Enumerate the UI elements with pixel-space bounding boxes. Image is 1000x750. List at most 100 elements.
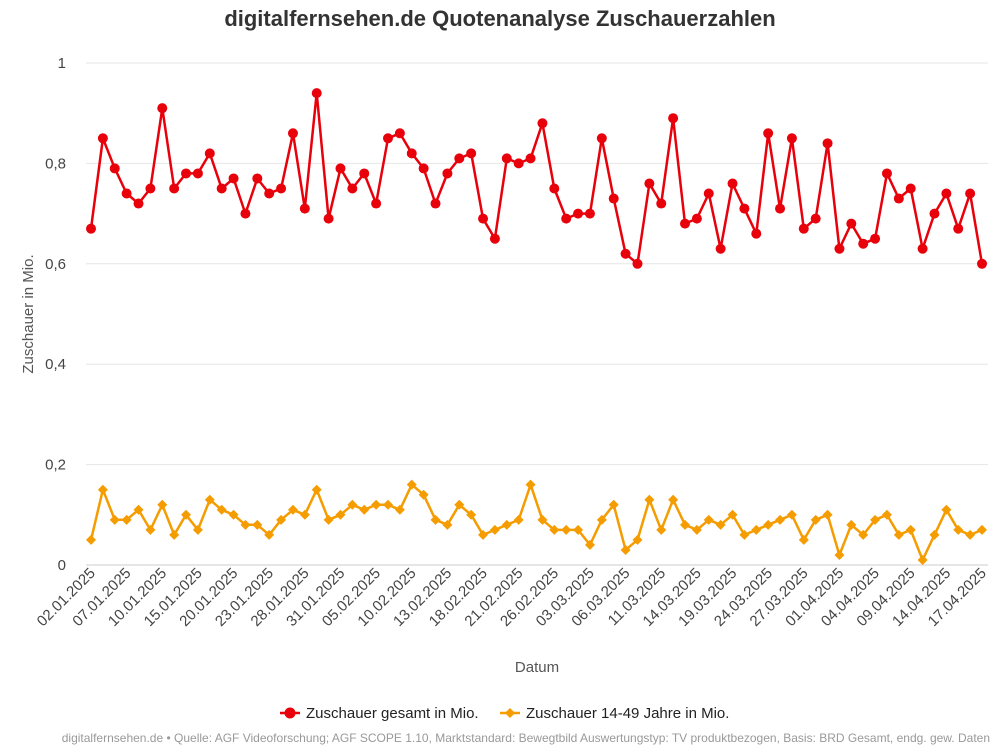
data-point (466, 148, 477, 159)
data-point (525, 153, 536, 164)
data-point (549, 183, 560, 194)
data-point (192, 168, 203, 179)
data-point (501, 153, 512, 164)
legend-marker (284, 707, 296, 719)
data-point (668, 494, 679, 505)
data-point (668, 113, 679, 124)
series-1 (86, 88, 987, 269)
data-point (905, 183, 916, 194)
y-axis-title: Zuschauer in Mio. (20, 254, 37, 373)
data-point (109, 163, 120, 174)
data-point (703, 514, 714, 525)
y-axis-ticks: 0 0,2 0,4 0,6 0,8 1 (45, 55, 66, 574)
data-point (335, 163, 346, 174)
chart-title: digitalfernsehen.de Quotenanalyse Zuscha… (224, 6, 776, 31)
data-point (228, 173, 239, 184)
data-point (383, 499, 393, 510)
data-point (216, 504, 227, 515)
series-line (89, 483, 983, 562)
data-point (299, 509, 310, 520)
data-point (965, 188, 976, 199)
data-point (442, 519, 453, 530)
data-point (727, 509, 738, 520)
data-point (727, 178, 738, 189)
data-point (371, 499, 382, 510)
data-point (870, 233, 881, 244)
data-point (715, 243, 726, 254)
data-point (383, 133, 393, 144)
data-point (216, 183, 227, 194)
data-point (394, 504, 405, 515)
data-point (442, 168, 453, 179)
data-point (751, 228, 762, 239)
data-point (192, 524, 203, 535)
y-tick-label: 0,8 (45, 155, 66, 172)
data-point (846, 218, 857, 229)
legend-marker (505, 708, 515, 718)
data-point (917, 243, 928, 254)
y-tick-label: 0,4 (45, 356, 66, 373)
data-point (763, 519, 774, 530)
data-point (584, 208, 595, 219)
data-point (264, 529, 275, 540)
data-point (573, 208, 584, 219)
data-point (145, 524, 156, 535)
data-point (834, 549, 845, 560)
data-point (501, 519, 512, 530)
data-point (858, 238, 869, 249)
data-point (644, 178, 655, 189)
legend-item: Zuschauer 14-49 Jahre in Mio. (500, 705, 729, 722)
data-point (656, 524, 667, 535)
source-footer: digitalfernsehen.de • Quelle: AGF Videof… (61, 731, 990, 745)
data-point (596, 514, 607, 525)
data-point (276, 514, 287, 525)
y-tick-label: 0,2 (45, 457, 66, 474)
series-line (89, 91, 984, 266)
data-point (941, 188, 952, 199)
data-point (680, 218, 690, 229)
data-point (561, 213, 572, 224)
data-point (454, 499, 465, 510)
data-point (276, 183, 287, 194)
data-point (145, 183, 156, 194)
data-point (371, 198, 382, 209)
data-point (786, 509, 797, 520)
data-point (86, 223, 96, 234)
data-point (121, 188, 132, 199)
data-point (86, 534, 96, 545)
data-point (287, 128, 298, 139)
data-point (252, 173, 263, 184)
series-layer (86, 88, 987, 565)
data-point (418, 163, 429, 174)
data-point (157, 103, 168, 114)
data-point (109, 514, 120, 525)
legend: Zuschauer gesamt in Mio. Zuschauer 14-49 … (280, 705, 729, 722)
data-point (311, 88, 322, 99)
data-point (228, 509, 239, 520)
x-axis-ticks: 02.01.202507.01.202510.01.202515.01.2025… (34, 565, 990, 630)
data-point (466, 509, 477, 520)
legend-label: Zuschauer 14-49 Jahre in Mio. (526, 705, 729, 722)
data-point (656, 198, 667, 209)
data-point (252, 519, 263, 530)
y-tick-label: 0 (58, 557, 66, 574)
data-point (858, 529, 869, 540)
data-point (798, 223, 809, 234)
data-point (608, 193, 619, 204)
data-point (181, 509, 192, 520)
data-point (953, 223, 964, 234)
data-point (608, 499, 619, 510)
data-point (810, 213, 821, 224)
data-point (775, 203, 786, 214)
data-point (680, 519, 690, 530)
data-point (953, 524, 964, 535)
gridlines (86, 62, 988, 566)
data-point (870, 514, 881, 525)
data-point (335, 509, 346, 520)
data-point (739, 529, 750, 540)
data-point (620, 248, 631, 259)
data-point (489, 524, 500, 535)
data-point (632, 534, 643, 545)
data-point (846, 519, 857, 530)
